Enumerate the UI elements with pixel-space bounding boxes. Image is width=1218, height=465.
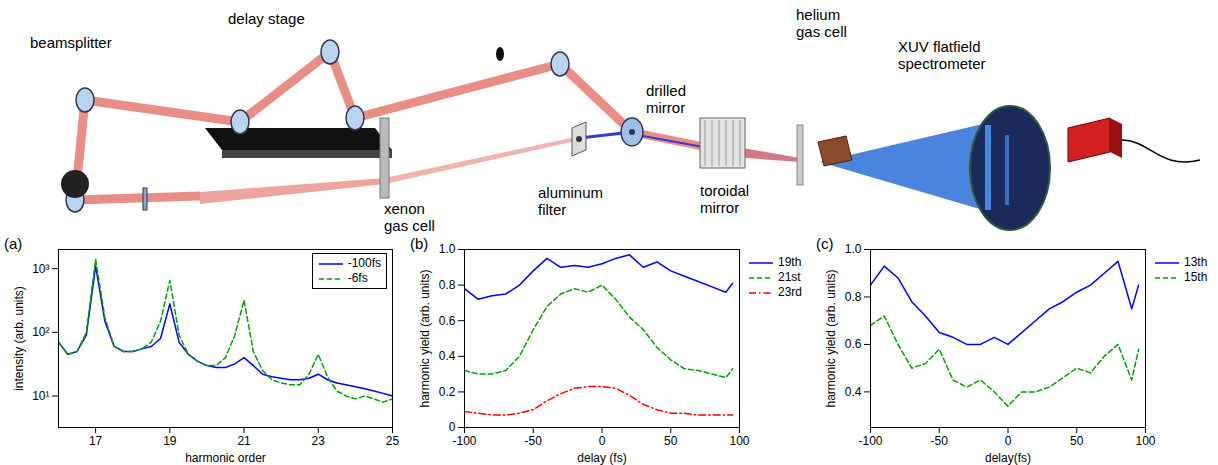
svg-text:10²: 10² [32, 325, 49, 339]
svg-text:0.6: 0.6 [439, 314, 456, 328]
svg-text:1.0: 1.0 [845, 242, 862, 256]
svg-text:xenongas cell: xenongas cell [384, 200, 435, 234]
svg-text:-100: -100 [858, 434, 882, 448]
svg-text:23: 23 [312, 434, 326, 448]
svg-text:25: 25 [386, 434, 400, 448]
svg-text:0.6: 0.6 [845, 337, 862, 351]
svg-text:21: 21 [237, 434, 251, 448]
svg-text:50: 50 [1070, 434, 1084, 448]
svg-text:drilledmirror: drilledmirror [646, 82, 686, 116]
svg-text:delay (fs): delay (fs) [577, 451, 626, 465]
svg-text:harmonic order: harmonic order [185, 451, 266, 465]
svg-text:100: 100 [729, 434, 749, 448]
svg-text:aluminumfilter: aluminumfilter [538, 184, 603, 218]
svg-text:0: 0 [449, 420, 456, 434]
html-text:-100fs: -100fs [347, 256, 381, 270]
html-text:(a): (a) [4, 235, 23, 252]
html-text:15th: 15th [1184, 270, 1208, 284]
svg-text:0.4: 0.4 [845, 385, 862, 399]
svg-text:harmonic yield (arb. units): harmonic yield (arb. units) [418, 269, 432, 407]
svg-text:0.8: 0.8 [845, 290, 862, 304]
svg-text:100: 100 [1135, 434, 1155, 448]
svg-text:0.8: 0.8 [439, 278, 456, 292]
svg-text:10³: 10³ [32, 262, 49, 276]
svg-text:-50: -50 [525, 434, 543, 448]
svg-text:0.4: 0.4 [439, 349, 456, 363]
html-text:-6fs: -6fs [347, 271, 368, 285]
svg-text:0: 0 [1005, 434, 1012, 448]
svg-text:-50: -50 [931, 434, 949, 448]
html-text:19th: 19th [778, 255, 802, 269]
html-text:13th: 13th [1184, 255, 1208, 269]
svg-text:harmonic yield (arb. units): harmonic yield (arb. units) [824, 269, 838, 407]
svg-text:beamsplitter: beamsplitter [30, 34, 112, 51]
svg-text:10¹: 10¹ [32, 389, 49, 403]
svg-text:toroidalmirror: toroidalmirror [700, 182, 749, 216]
svg-text:50: 50 [664, 434, 678, 448]
svg-text:1.0: 1.0 [439, 242, 456, 256]
html-text:23rd: 23rd [778, 285, 802, 299]
svg-text:17: 17 [89, 434, 103, 448]
html-text:(c): (c) [816, 235, 834, 252]
svg-text:XUV flatfieldspectrometer: XUV flatfieldspectrometer [898, 38, 986, 72]
svg-text:heliumgas cell: heliumgas cell [796, 6, 847, 40]
svg-text:19: 19 [163, 434, 177, 448]
svg-text:intensity (arb. units): intensity (arb. units) [12, 286, 26, 391]
svg-text:delay stage: delay stage [228, 10, 305, 27]
svg-text:0.2: 0.2 [439, 385, 456, 399]
svg-text:0: 0 [599, 434, 606, 448]
html-text:(b): (b) [410, 235, 429, 252]
html-text:21st: 21st [778, 270, 801, 284]
svg-text:delay(fs): delay(fs) [985, 451, 1031, 465]
svg-text:-100: -100 [452, 434, 476, 448]
